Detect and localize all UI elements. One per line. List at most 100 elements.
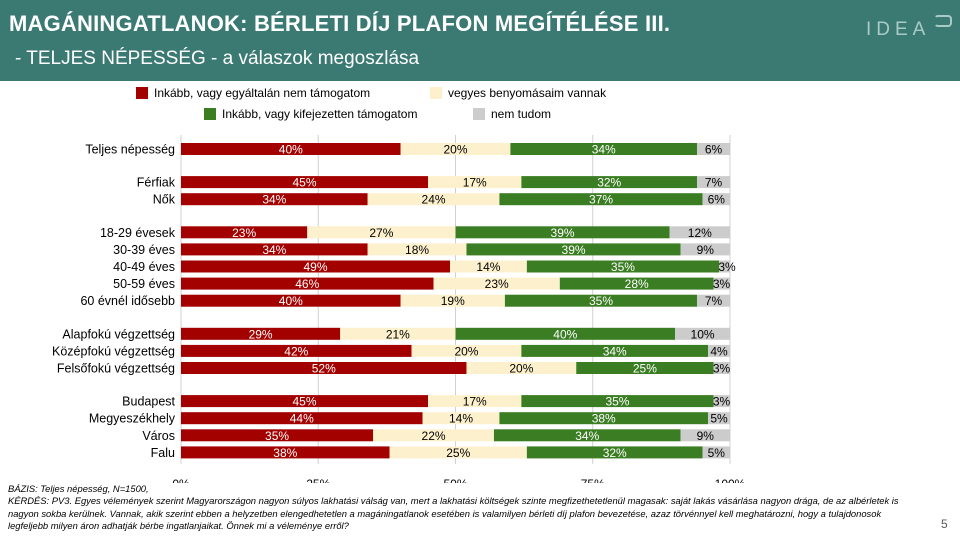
data-label: 34% xyxy=(262,243,286,257)
bar-segment xyxy=(455,327,676,340)
data-label: 18% xyxy=(405,243,429,257)
data-label: 19% xyxy=(441,294,465,308)
footnote: BÁZIS: Teljes népesség, N=1500, KÉRDÉS: … xyxy=(8,483,903,533)
data-label: 35% xyxy=(265,429,289,443)
data-label: 14% xyxy=(449,412,473,426)
bar-segment xyxy=(389,446,527,459)
bar-segment xyxy=(400,294,505,307)
data-label: 32% xyxy=(597,176,621,190)
bar-segment xyxy=(708,344,730,357)
bar-segment xyxy=(181,362,467,374)
bar-segment xyxy=(510,143,698,155)
data-label: 46% xyxy=(295,277,319,291)
data-label: 23% xyxy=(232,226,256,240)
bar-segment xyxy=(697,294,730,307)
page-subtitle: - TELJES NÉPESSÉG - a válaszok megoszlás… xyxy=(15,48,420,69)
bar-segment xyxy=(719,260,730,273)
bar-segment xyxy=(181,260,451,273)
data-label: 49% xyxy=(303,260,327,274)
bar-segment xyxy=(521,395,714,408)
data-label: 10% xyxy=(691,327,715,341)
bar-segment xyxy=(181,429,374,442)
bar-segment xyxy=(340,327,456,340)
bar-segment xyxy=(400,143,511,155)
bar-segment xyxy=(680,429,730,442)
bar-segment xyxy=(521,344,709,357)
data-label: 20% xyxy=(443,143,467,157)
bar-segment xyxy=(669,226,730,239)
data-label: 38% xyxy=(592,412,616,426)
bar-segment xyxy=(466,362,577,374)
bar-segment xyxy=(576,362,714,374)
data-label: 9% xyxy=(697,243,715,257)
legend-swatch xyxy=(204,108,216,120)
data-label: 3% xyxy=(713,362,731,376)
page-title: MAGÁNINGATLANOK: BÉRLETI DÍJ PLAFON MEGÍ… xyxy=(9,11,671,36)
data-label: 3% xyxy=(713,395,731,409)
data-label: 25% xyxy=(633,362,657,376)
category-label: 40-49 éves xyxy=(113,260,175,274)
bar-segment xyxy=(422,412,500,425)
data-label: 34% xyxy=(592,143,616,157)
bar-segment xyxy=(181,446,390,459)
data-label: 34% xyxy=(262,193,286,207)
data-label: 35% xyxy=(611,260,635,274)
legend-swatch xyxy=(136,87,148,99)
bar-segment xyxy=(713,395,730,408)
bar-segment xyxy=(181,176,429,189)
legend-swatch xyxy=(430,87,442,99)
bar-segment xyxy=(181,243,368,256)
data-label: 6% xyxy=(705,143,723,157)
bar-segment xyxy=(181,412,423,425)
data-label: 5% xyxy=(710,412,728,426)
data-label: 3% xyxy=(718,260,736,274)
bar-segment xyxy=(697,176,730,189)
data-label: 14% xyxy=(476,260,500,274)
data-label: 42% xyxy=(284,344,308,358)
data-label: 38% xyxy=(273,446,297,460)
logo-text: IDEA xyxy=(866,19,931,40)
data-label: 39% xyxy=(551,226,575,240)
bar-segment xyxy=(702,446,730,459)
footnote-question: KÉRDÉS: PV3. Egyes vélemények szerint Ma… xyxy=(8,495,899,532)
data-label: 20% xyxy=(454,344,478,358)
x-tick-label: 50% xyxy=(443,477,467,483)
category-label: Város xyxy=(142,429,175,443)
bar-segment xyxy=(181,193,368,206)
bar-segment xyxy=(181,294,401,307)
bar-segment xyxy=(307,226,456,239)
bar-segment xyxy=(713,362,730,374)
category-label: 60 évnél idősebb xyxy=(80,294,175,308)
data-label: 32% xyxy=(603,446,627,460)
data-label: 23% xyxy=(485,277,509,291)
bar-segment xyxy=(526,260,720,273)
data-label: 20% xyxy=(509,362,533,376)
data-label: 34% xyxy=(603,344,627,358)
bar-segment xyxy=(367,193,500,206)
data-label: 17% xyxy=(463,395,487,409)
bar-segment xyxy=(499,412,709,425)
data-label: 45% xyxy=(293,176,317,190)
bar-segment xyxy=(493,429,681,442)
bar-segment xyxy=(428,395,522,408)
bar-segment xyxy=(559,277,714,290)
data-label: 9% xyxy=(697,429,715,443)
category-label: Alapfokú végzettség xyxy=(62,327,175,341)
bar-segment xyxy=(181,277,434,290)
x-tick-label: 100% xyxy=(715,477,746,483)
bar-segment xyxy=(680,243,730,256)
stacked-bar-chart: 0% 25% 50% 75% 100% Inkább, vagy egyáltalán n… xyxy=(52,86,746,483)
bar-segment xyxy=(181,226,308,239)
category-label: Felsőfokú végzettség xyxy=(57,362,175,376)
data-label: 5% xyxy=(708,446,726,460)
data-label: 28% xyxy=(625,277,649,291)
data-label: 35% xyxy=(605,395,629,409)
data-label: 29% xyxy=(249,327,273,341)
category-label: Nők xyxy=(153,193,176,207)
bar-segment xyxy=(702,193,730,206)
data-label: 45% xyxy=(293,395,317,409)
header-banner: MAGÁNINGATLANOK: BÉRLETI DÍJ PLAFON MEGÍ… xyxy=(0,0,960,81)
x-tick-label: 25% xyxy=(306,477,330,483)
bar-segment xyxy=(181,327,341,340)
bar-segment xyxy=(675,327,730,340)
